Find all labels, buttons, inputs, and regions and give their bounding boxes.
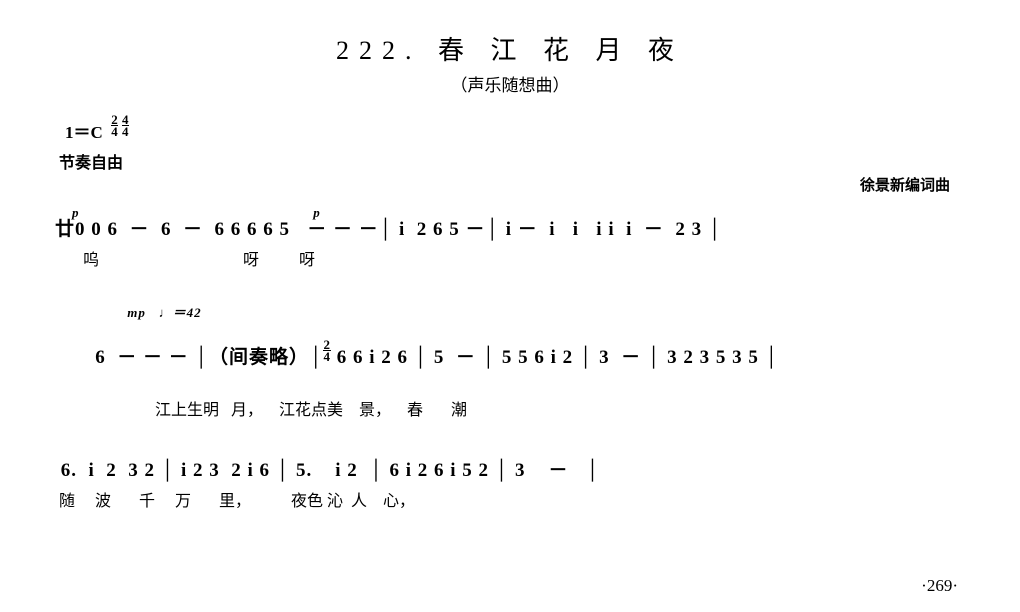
lyric-line-3: 随 波 千 万 里， 夜色 沁 人 心， xyxy=(55,487,965,511)
staff-line-3: 6. i 2 3 2 │ i 2 3 2 i 6 │ 5. i 2 │ 6 i … xyxy=(55,460,965,511)
page-number: ·269· xyxy=(921,576,958,596)
composer-credit: 徐景新编词曲 xyxy=(860,174,950,195)
lyric-line-1: 呜 呀 呀 xyxy=(55,246,965,270)
dynamics-line-1: p p xyxy=(55,205,965,219)
staff-line-1: p p 廿0 0 6 － 6 － 6 6 6 6 5 － － －│ i 2 6 … xyxy=(55,205,965,270)
key-signature: 1＝C 24 44 xyxy=(65,114,965,143)
dynamics-line-2: mp ♩＝42 xyxy=(55,302,965,316)
tempo-free-label: 节奏自由 xyxy=(59,149,965,173)
staff-line-2: mp ♩＝42 6 － － － │（间奏略）│24 6 6 i 2 6 │ 5 … xyxy=(55,302,965,420)
notation-line-2: 6 － － － │（间奏略）│24 6 6 i 2 6 │ 5 － │ 5 5 … xyxy=(55,316,965,392)
notation-line-3: 6. i 2 3 2 │ i 2 3 2 i 6 │ 5. i 2 │ 6 i … xyxy=(55,460,965,483)
notation-line-1: 廿0 0 6 － 6 － 6 6 6 6 5 － － －│ i 2 6 5 －│… xyxy=(55,219,965,242)
key-text: 1＝C xyxy=(65,123,103,142)
song-title: 222. 春 江 花 月 夜 xyxy=(55,30,965,67)
time-sig-2: 44 xyxy=(122,114,129,137)
lyric-line-2: 江上生明 月， 江花点美 景， 春 潮 xyxy=(55,396,965,420)
notes-2-pre: 6 － － － │（间奏略）│ xyxy=(90,347,324,368)
time-sig-24: 24 xyxy=(323,339,331,362)
song-subtitle: （声乐随想曲） xyxy=(55,71,965,96)
notes-2-post: 6 6 i 2 6 │ 5 － │ 5 5 6 i 2 │ 3 － │ 3 2 … xyxy=(331,347,779,368)
time-sig-1: 24 xyxy=(111,114,118,137)
